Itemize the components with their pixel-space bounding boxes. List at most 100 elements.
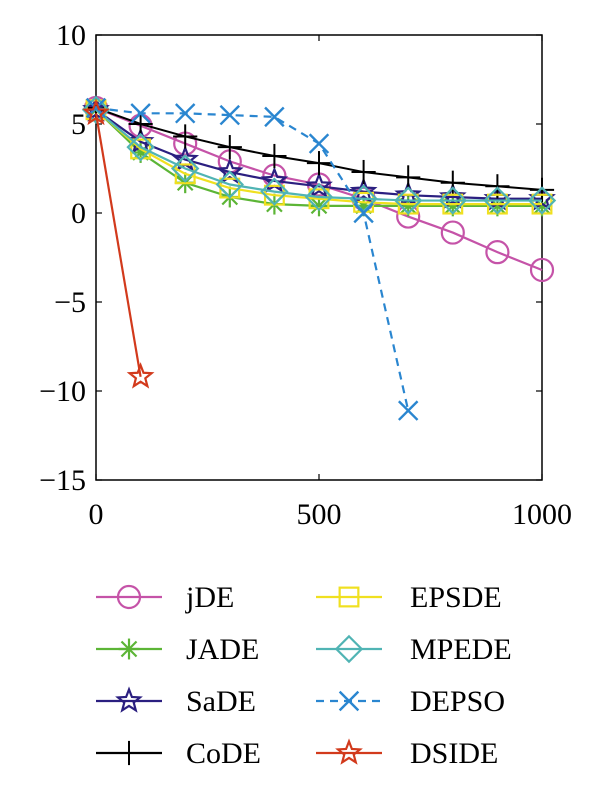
legend-item-sade: SaDE [96, 685, 256, 718]
data-point-mpede [483, 186, 512, 215]
data-point-depso [130, 103, 151, 124]
diamond-marker [126, 132, 155, 162]
x-marker-b [308, 133, 330, 154]
data-point-code [529, 177, 555, 202]
x-tick-label: 500 [297, 498, 342, 531]
diamond-marker [81, 95, 111, 124]
data-point-code [440, 170, 465, 195]
x-marker-b [398, 400, 419, 421]
square-marker [338, 586, 360, 608]
data-point-mpede [126, 132, 155, 162]
diamond-marker [334, 634, 364, 664]
circle-marker [116, 584, 142, 610]
data-point-code [217, 135, 242, 160]
legend-marker-sade [115, 686, 143, 713]
diamond-marker [215, 170, 245, 199]
y-tick-label: −10 [39, 375, 86, 408]
x-tick-label: 0 [89, 498, 104, 531]
data-point-sade [349, 177, 378, 204]
x-marker-b [264, 106, 285, 128]
star-marker [126, 362, 155, 389]
data-point-code [306, 151, 332, 176]
data-point-depso [175, 103, 196, 124]
legend-label-code: CoDE [186, 737, 261, 770]
diamond-marker [170, 154, 200, 183]
legend-item-epsde: EPSDE [316, 581, 502, 614]
star-marker [335, 738, 363, 765]
legend-item-jde: jDE [96, 581, 234, 614]
x-marker-b [219, 104, 240, 126]
diamond-marker [527, 186, 557, 215]
y-tick-label: −15 [39, 464, 86, 497]
legend-item-jade: JADE [96, 633, 259, 666]
legend-marker-jade [118, 638, 140, 660]
circle-marker [440, 220, 465, 245]
x-marker-b [338, 690, 360, 712]
legend-item-code: CoDE [96, 737, 261, 770]
legend-item-depso: DEPSO [316, 685, 505, 718]
data-point-mpede [170, 154, 200, 183]
star-marker [215, 157, 244, 184]
series-line-dside [94, 113, 142, 377]
legend-item-dside: DSIDE [316, 737, 498, 770]
star-marker [305, 171, 333, 199]
legend-label-mpede: MPEDE [410, 633, 512, 666]
x-marker-b [130, 103, 151, 124]
data-point-jde [440, 220, 465, 245]
data-point-mpede [260, 177, 289, 206]
data-point-dside [126, 362, 155, 389]
data-point-mpede [527, 186, 557, 215]
data-point-depso [308, 133, 330, 154]
data-point-mpede [304, 182, 334, 212]
data-point-code [396, 165, 421, 190]
y-tick-label: 10 [56, 19, 86, 52]
legend-label-jade: JADE [186, 633, 259, 666]
data-point-depso [353, 202, 374, 224]
diamond-marker [393, 186, 423, 215]
data-point-depso [219, 104, 240, 126]
y-tick-label: 0 [71, 197, 86, 230]
x-marker-b [175, 103, 196, 124]
data-point-code [262, 143, 287, 169]
series-line-sade [95, 108, 542, 200]
diamond-marker [260, 177, 289, 206]
data-point-depso [398, 400, 419, 421]
legend-marker-depso [338, 690, 360, 712]
circle-marker [485, 240, 510, 265]
legend: jDE JADE SaDE CoDE EPSDE MPEDE DEPSO DSIDE [96, 581, 512, 770]
data-point-sade [215, 157, 244, 184]
data-point-mpede [215, 170, 245, 199]
data-point-code [351, 159, 376, 185]
series-code [83, 95, 555, 202]
series-line-mpede [95, 108, 542, 202]
x-tick-label: 1000 [512, 498, 572, 531]
data-point-mpede [438, 186, 468, 215]
legend-marker-epsde [338, 586, 360, 608]
legend-label-dside: DSIDE [410, 737, 498, 770]
data-point-code [173, 124, 198, 149]
data-point-jde [485, 240, 510, 265]
diamond-marker [438, 186, 468, 215]
legend-marker-dside [335, 738, 363, 765]
data-point-mpede [81, 95, 111, 124]
data-point-mpede [393, 186, 423, 215]
series-line-depso [95, 106, 410, 411]
y-tick-label: −5 [54, 286, 86, 319]
legend-label-epsde: EPSDE [410, 581, 502, 614]
legend-label-depso: DEPSO [410, 685, 505, 718]
data-point-dside [82, 98, 110, 126]
legend-label-jde: jDE [185, 581, 234, 614]
star-marker [349, 177, 378, 204]
data-point-jade [308, 195, 330, 217]
legend-marker-mpede [334, 634, 364, 664]
data-point-epsde [174, 163, 196, 185]
legend-label-sade: SaDE [186, 685, 256, 718]
legend-marker-jde [116, 584, 142, 610]
data-point-sade [438, 182, 467, 209]
series-mpede [81, 95, 557, 215]
asterisk-marker-d2 [310, 197, 328, 215]
asterisk-marker-d2 [120, 640, 138, 658]
series-dside [82, 98, 155, 389]
